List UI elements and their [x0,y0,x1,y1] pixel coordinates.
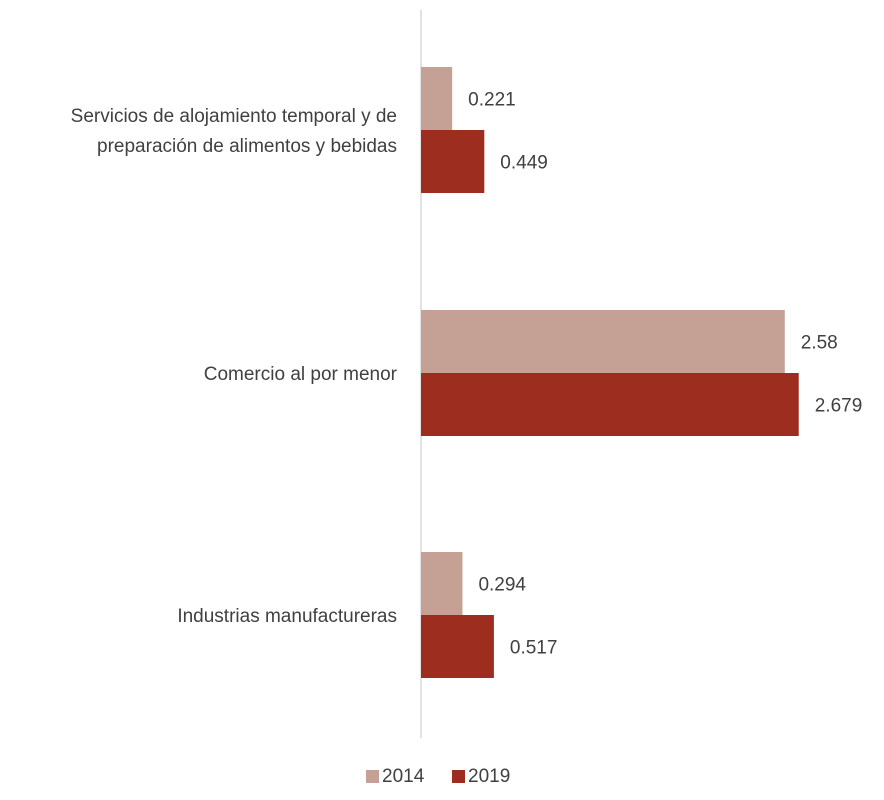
data-label-2019-2: 2.679 [815,396,863,417]
legend-label-2014: 2014 [382,766,425,787]
bar-2014-3 [421,552,463,615]
bar-2019-3 [421,615,494,678]
bar-2014-2 [421,310,785,373]
data-label-2014-2: 2.58 [801,333,838,354]
category-label-2: Comercio al por menor [204,364,398,385]
legend-label-2019: 2019 [468,766,510,787]
category-label-1-line-1: Servicios de alojamiento temporal y de [71,106,397,127]
data-label-2014-3: 0.294 [478,575,526,596]
data-label-2019-3: 0.517 [510,638,558,659]
data-label-2014-1: 0.221 [468,90,516,111]
category-label-1-line-2: preparación de alimentos y bebidas [97,136,397,157]
legend-swatch-2014 [366,770,379,783]
category-label-3: Industrias manufactureras [177,606,397,627]
data-label-2019-1: 0.449 [500,153,548,174]
legend-swatch-2019 [452,770,465,783]
bar-2019-1 [421,130,485,193]
bar-2014-1 [421,67,453,130]
bar-2019-2 [421,373,799,436]
